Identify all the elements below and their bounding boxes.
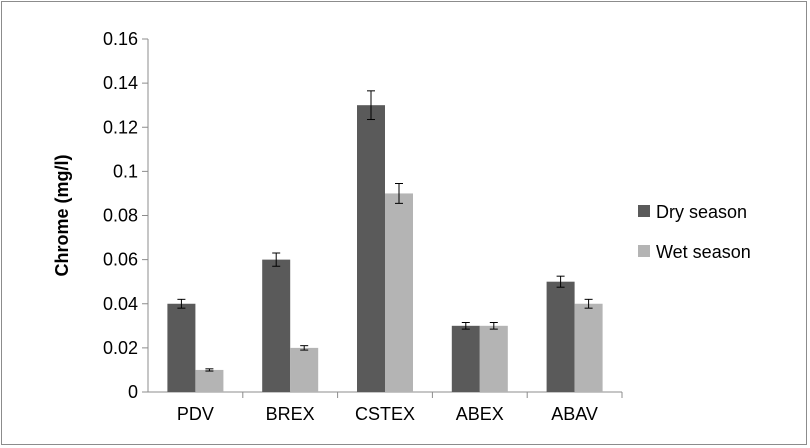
x-tick-label: ABAV [551, 404, 598, 424]
bar-wet-season [195, 369, 224, 392]
bar-dry-season [262, 259, 291, 392]
bar-dry-season [167, 303, 196, 392]
legend-label: Wet season [656, 242, 751, 262]
legend: Dry season Wet season [638, 202, 751, 262]
legend-swatch-dry-season [638, 205, 650, 217]
y-tick-label: 0 [128, 382, 138, 402]
y-tick-label: 0.16 [103, 29, 138, 49]
x-tick-label: PDV [177, 404, 214, 424]
y-tick-label: 0.04 [103, 294, 138, 314]
y-tick-label: 0.1 [113, 161, 138, 181]
x-tick-label: CSTEX [355, 404, 415, 424]
y-axis-title: Chrome (mg/l) [52, 154, 72, 276]
plot-area: 0 0.02 0.04 0.06 0.08 0.1 0.12 0.14 0.16 PDV BREX C… [103, 29, 623, 424]
bar-dry-season [451, 325, 480, 392]
legend-label: Dry season [656, 202, 747, 222]
x-tick-label: ABEX [456, 404, 504, 424]
y-tick-label: 0.08 [103, 206, 138, 226]
y-tick-label: 0.12 [103, 117, 138, 137]
y-tick-label: 0.06 [103, 250, 138, 270]
bar-dry-season [357, 105, 385, 392]
x-tick-label: BREX [266, 404, 315, 424]
y-tick-label: 0.02 [103, 338, 138, 358]
bar-dry-season [546, 281, 575, 392]
legend-swatch-wet-season [638, 245, 650, 257]
bar-wet-season [385, 193, 413, 392]
y-tick-label: 0.14 [103, 73, 138, 93]
bar-wet-season [574, 303, 603, 392]
bar-wet-season [290, 347, 319, 392]
bar-wet-season [479, 325, 508, 392]
